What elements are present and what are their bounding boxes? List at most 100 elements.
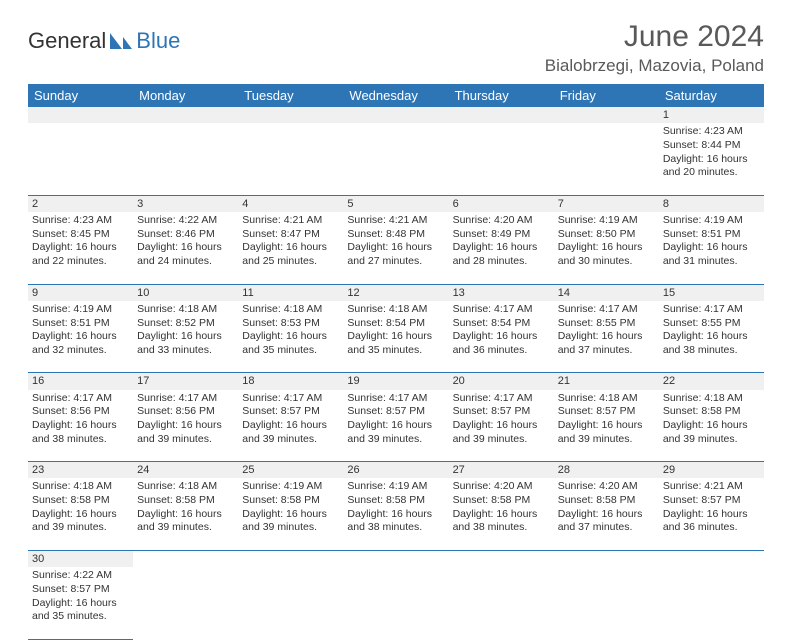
day-info-cell: Sunrise: 4:21 AMSunset: 8:48 PMDaylight:… <box>343 212 448 284</box>
day-number-cell: 15 <box>659 284 764 301</box>
day-info-cell: Sunrise: 4:17 AMSunset: 8:56 PMDaylight:… <box>133 390 238 462</box>
sunrise-line: Sunrise: 4:17 AM <box>558 303 655 317</box>
logo-text-blue: Blue <box>136 28 180 54</box>
day-info-cell: Sunrise: 4:17 AMSunset: 8:57 PMDaylight:… <box>238 390 343 462</box>
day-number-cell <box>133 107 238 123</box>
day-number-cell: 27 <box>449 462 554 479</box>
sunrise-line: Sunrise: 4:17 AM <box>347 392 444 406</box>
sunrise-line: Sunrise: 4:21 AM <box>242 214 339 228</box>
day-info-cell: Sunrise: 4:18 AMSunset: 8:57 PMDaylight:… <box>554 390 659 462</box>
daylight-line: Daylight: 16 hours and 38 minutes. <box>32 419 129 446</box>
info-row: Sunrise: 4:23 AMSunset: 8:44 PMDaylight:… <box>28 123 764 195</box>
daylight-line: Daylight: 16 hours and 36 minutes. <box>663 508 760 535</box>
sunrise-line: Sunrise: 4:17 AM <box>453 303 550 317</box>
col-saturday: Saturday <box>659 84 764 107</box>
daylight-line: Daylight: 16 hours and 39 minutes. <box>242 508 339 535</box>
sunrise-line: Sunrise: 4:19 AM <box>663 214 760 228</box>
day-number-cell: 19 <box>343 373 448 390</box>
day-number-cell: 24 <box>133 462 238 479</box>
info-row: Sunrise: 4:19 AMSunset: 8:51 PMDaylight:… <box>28 301 764 373</box>
day-info-cell <box>554 567 659 639</box>
sunrise-line: Sunrise: 4:20 AM <box>453 214 550 228</box>
day-info-cell: Sunrise: 4:22 AMSunset: 8:57 PMDaylight:… <box>28 567 133 639</box>
sunrise-line: Sunrise: 4:19 AM <box>32 303 129 317</box>
col-wednesday: Wednesday <box>343 84 448 107</box>
day-info-cell: Sunrise: 4:19 AMSunset: 8:58 PMDaylight:… <box>238 478 343 550</box>
daylight-line: Daylight: 16 hours and 35 minutes. <box>242 330 339 357</box>
day-info-cell: Sunrise: 4:23 AMSunset: 8:45 PMDaylight:… <box>28 212 133 284</box>
day-number-cell: 6 <box>449 195 554 212</box>
daylight-line: Daylight: 16 hours and 39 minutes. <box>347 419 444 446</box>
sunrise-line: Sunrise: 4:21 AM <box>347 214 444 228</box>
daylight-line: Daylight: 16 hours and 38 minutes. <box>663 330 760 357</box>
sunset-line: Sunset: 8:57 PM <box>663 494 760 508</box>
sunset-line: Sunset: 8:58 PM <box>347 494 444 508</box>
day-info-cell: Sunrise: 4:18 AMSunset: 8:58 PMDaylight:… <box>28 478 133 550</box>
daynum-row: 2345678 <box>28 195 764 212</box>
daylight-line: Daylight: 16 hours and 38 minutes. <box>453 508 550 535</box>
day-info-cell: Sunrise: 4:20 AMSunset: 8:49 PMDaylight:… <box>449 212 554 284</box>
day-info-cell: Sunrise: 4:20 AMSunset: 8:58 PMDaylight:… <box>554 478 659 550</box>
sunrise-line: Sunrise: 4:17 AM <box>453 392 550 406</box>
day-info-cell: Sunrise: 4:21 AMSunset: 8:57 PMDaylight:… <box>659 478 764 550</box>
day-number-cell <box>449 107 554 123</box>
month-title: June 2024 <box>545 20 764 54</box>
daylight-line: Daylight: 16 hours and 25 minutes. <box>242 241 339 268</box>
day-number-cell: 30 <box>28 550 133 567</box>
day-number-cell: 8 <box>659 195 764 212</box>
sunrise-line: Sunrise: 4:22 AM <box>32 569 129 583</box>
sunrise-line: Sunrise: 4:17 AM <box>137 392 234 406</box>
sunrise-line: Sunrise: 4:17 AM <box>242 392 339 406</box>
sunset-line: Sunset: 8:55 PM <box>558 317 655 331</box>
day-info-cell: Sunrise: 4:17 AMSunset: 8:57 PMDaylight:… <box>343 390 448 462</box>
day-number-cell <box>28 107 133 123</box>
daylight-line: Daylight: 16 hours and 31 minutes. <box>663 241 760 268</box>
daylight-line: Daylight: 16 hours and 39 minutes. <box>453 419 550 446</box>
day-number-cell: 28 <box>554 462 659 479</box>
daylight-line: Daylight: 16 hours and 37 minutes. <box>558 330 655 357</box>
daylight-line: Daylight: 16 hours and 39 minutes. <box>32 508 129 535</box>
logo-text-general: General <box>28 28 106 54</box>
logo: General Blue <box>28 28 180 54</box>
day-info-cell: Sunrise: 4:18 AMSunset: 8:53 PMDaylight:… <box>238 301 343 373</box>
day-number-cell <box>343 550 448 567</box>
sunset-line: Sunset: 8:45 PM <box>32 228 129 242</box>
sunset-line: Sunset: 8:48 PM <box>347 228 444 242</box>
daylight-line: Daylight: 16 hours and 39 minutes. <box>137 508 234 535</box>
daynum-row: 9101112131415 <box>28 284 764 301</box>
sunrise-line: Sunrise: 4:17 AM <box>32 392 129 406</box>
day-number-cell: 4 <box>238 195 343 212</box>
sunset-line: Sunset: 8:44 PM <box>663 139 760 153</box>
day-number-cell: 29 <box>659 462 764 479</box>
daylight-line: Daylight: 16 hours and 27 minutes. <box>347 241 444 268</box>
info-row: Sunrise: 4:18 AMSunset: 8:58 PMDaylight:… <box>28 478 764 550</box>
sunrise-line: Sunrise: 4:18 AM <box>32 480 129 494</box>
calendar-table: Sunday Monday Tuesday Wednesday Thursday… <box>28 84 764 640</box>
sunrise-line: Sunrise: 4:18 AM <box>137 303 234 317</box>
day-number-cell: 16 <box>28 373 133 390</box>
daylight-line: Daylight: 16 hours and 37 minutes. <box>558 508 655 535</box>
sunset-line: Sunset: 8:54 PM <box>453 317 550 331</box>
daylight-line: Daylight: 16 hours and 28 minutes. <box>453 241 550 268</box>
sunrise-line: Sunrise: 4:18 AM <box>663 392 760 406</box>
sunrise-line: Sunrise: 4:20 AM <box>453 480 550 494</box>
sunrise-line: Sunrise: 4:18 AM <box>347 303 444 317</box>
sunset-line: Sunset: 8:58 PM <box>242 494 339 508</box>
day-info-cell: Sunrise: 4:19 AMSunset: 8:58 PMDaylight:… <box>343 478 448 550</box>
day-number-cell: 14 <box>554 284 659 301</box>
day-number-cell: 1 <box>659 107 764 123</box>
sunset-line: Sunset: 8:57 PM <box>347 405 444 419</box>
day-number-cell: 17 <box>133 373 238 390</box>
sunset-line: Sunset: 8:54 PM <box>347 317 444 331</box>
sunset-line: Sunset: 8:58 PM <box>32 494 129 508</box>
day-number-cell <box>343 107 448 123</box>
day-number-cell: 2 <box>28 195 133 212</box>
daylight-line: Daylight: 16 hours and 36 minutes. <box>453 330 550 357</box>
sunset-line: Sunset: 8:50 PM <box>558 228 655 242</box>
day-number-cell: 10 <box>133 284 238 301</box>
header-row: Sunday Monday Tuesday Wednesday Thursday… <box>28 84 764 107</box>
day-info-cell: Sunrise: 4:20 AMSunset: 8:58 PMDaylight:… <box>449 478 554 550</box>
day-info-cell: Sunrise: 4:22 AMSunset: 8:46 PMDaylight:… <box>133 212 238 284</box>
day-number-cell: 9 <box>28 284 133 301</box>
day-number-cell <box>238 550 343 567</box>
